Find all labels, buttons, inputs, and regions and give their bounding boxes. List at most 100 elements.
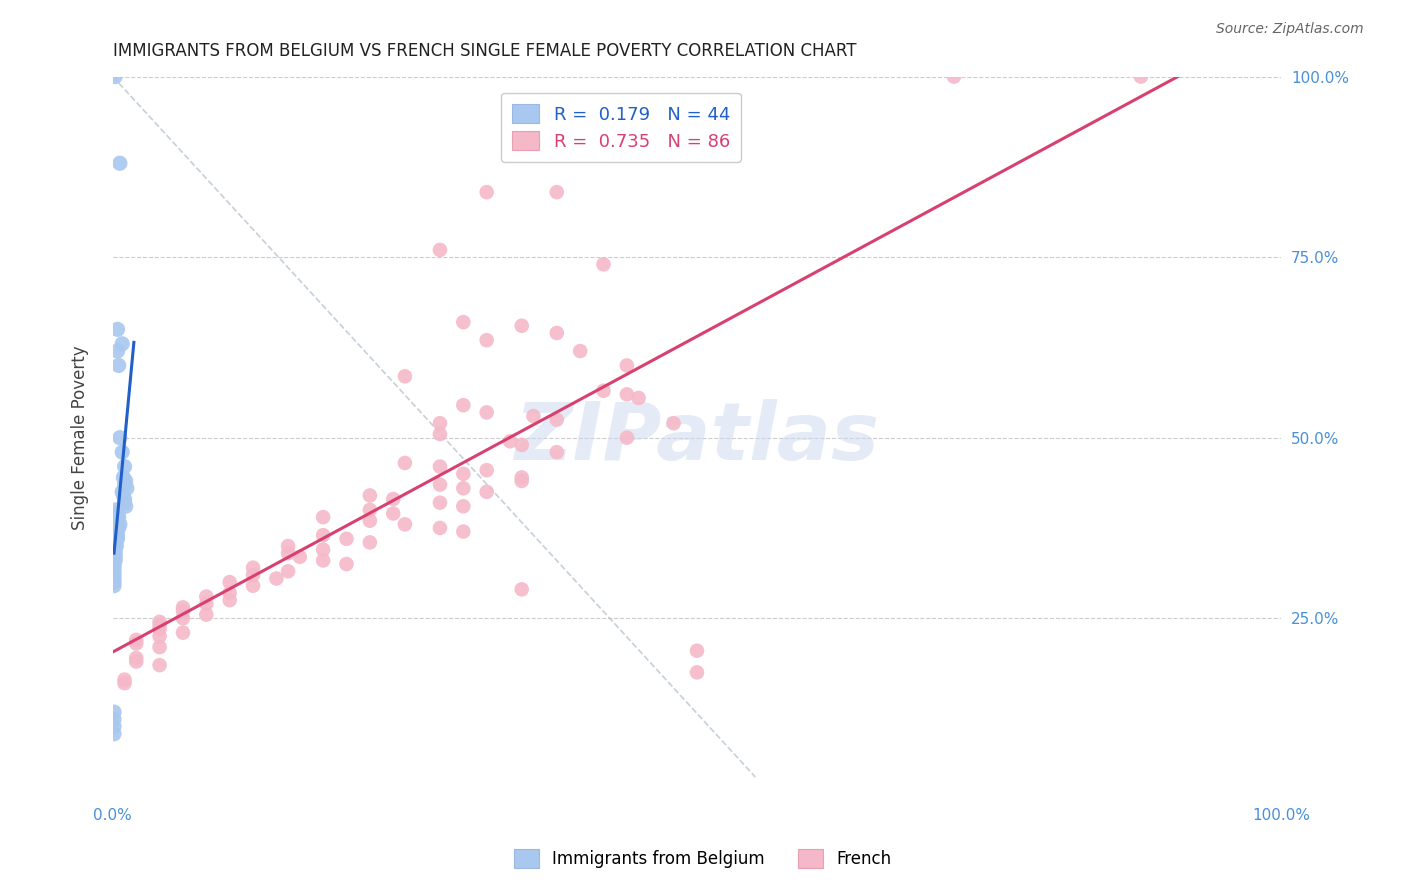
Point: [148, 658, 170, 673]
Point: [429, 477, 451, 491]
Point: [943, 70, 966, 84]
Point: [103, 579, 125, 593]
Point: [195, 590, 218, 604]
Point: [453, 398, 475, 412]
Point: [111, 336, 134, 351]
Point: [107, 521, 129, 535]
Point: [288, 549, 311, 564]
Point: [104, 70, 127, 84]
Point: [475, 333, 498, 347]
Point: [103, 572, 125, 586]
Point: [107, 510, 129, 524]
Point: [114, 673, 136, 687]
Point: [105, 524, 128, 539]
Point: [662, 416, 685, 430]
Point: [312, 542, 335, 557]
Point: [114, 500, 136, 514]
Point: [510, 470, 533, 484]
Point: [114, 491, 136, 506]
Point: [277, 564, 299, 578]
Point: [510, 582, 533, 597]
Point: [475, 405, 498, 419]
Point: [107, 359, 129, 373]
Point: [103, 564, 125, 578]
Point: [546, 412, 568, 426]
Point: [195, 607, 218, 622]
Point: [148, 629, 170, 643]
Y-axis label: Single Female Poverty: Single Female Poverty: [72, 345, 89, 530]
Point: [107, 507, 129, 521]
Point: [453, 500, 475, 514]
Point: [616, 431, 638, 445]
Point: [114, 459, 136, 474]
Point: [103, 705, 125, 719]
Point: [218, 586, 240, 600]
Point: [172, 604, 194, 618]
Point: [1129, 70, 1152, 84]
Point: [510, 318, 533, 333]
Text: IMMIGRANTS FROM BELGIUM VS FRENCH SINGLE FEMALE POVERTY CORRELATION CHART: IMMIGRANTS FROM BELGIUM VS FRENCH SINGLE…: [112, 42, 856, 60]
Point: [686, 644, 709, 658]
Point: [103, 575, 125, 590]
Point: [103, 567, 125, 582]
Point: [616, 359, 638, 373]
Point: [312, 528, 335, 542]
Point: [104, 535, 127, 549]
Point: [359, 514, 381, 528]
Point: [429, 427, 451, 442]
Point: [546, 185, 568, 199]
Point: [172, 600, 194, 615]
Point: [242, 579, 264, 593]
Point: [125, 632, 148, 647]
Point: [108, 517, 131, 532]
Point: [359, 488, 381, 502]
Point: [148, 622, 170, 636]
Point: [475, 463, 498, 477]
Point: [114, 676, 136, 690]
Point: [592, 257, 614, 271]
Point: [510, 474, 533, 488]
Point: [107, 528, 129, 542]
Point: [382, 491, 405, 506]
Point: [107, 322, 129, 336]
Point: [277, 546, 299, 560]
Point: [510, 438, 533, 452]
Point: [242, 560, 264, 574]
Point: [453, 481, 475, 495]
Point: [453, 524, 475, 539]
Point: [453, 315, 475, 329]
Point: [359, 535, 381, 549]
Point: [107, 532, 129, 546]
Point: [125, 655, 148, 669]
Legend: R =  0.179   N = 44, R =  0.735   N = 86: R = 0.179 N = 44, R = 0.735 N = 86: [502, 93, 741, 161]
Text: ZIPatlas: ZIPatlas: [515, 399, 880, 476]
Point: [335, 557, 357, 571]
Point: [103, 712, 125, 726]
Point: [429, 521, 451, 535]
Point: [546, 445, 568, 459]
Point: [108, 156, 131, 170]
Point: [114, 474, 136, 488]
Point: [104, 549, 127, 564]
Point: [112, 470, 135, 484]
Point: [335, 532, 357, 546]
Point: [266, 572, 288, 586]
Point: [107, 344, 129, 359]
Point: [627, 391, 650, 405]
Point: [114, 496, 136, 510]
Point: [111, 445, 134, 459]
Point: [394, 369, 416, 384]
Point: [453, 467, 475, 481]
Point: [103, 727, 125, 741]
Point: [172, 625, 194, 640]
Point: [105, 503, 128, 517]
Point: [499, 434, 522, 449]
Point: [429, 496, 451, 510]
Point: [103, 720, 125, 734]
Point: [616, 387, 638, 401]
Point: [218, 593, 240, 607]
Point: [382, 507, 405, 521]
Point: [103, 557, 125, 571]
Point: [429, 416, 451, 430]
Point: [104, 553, 127, 567]
